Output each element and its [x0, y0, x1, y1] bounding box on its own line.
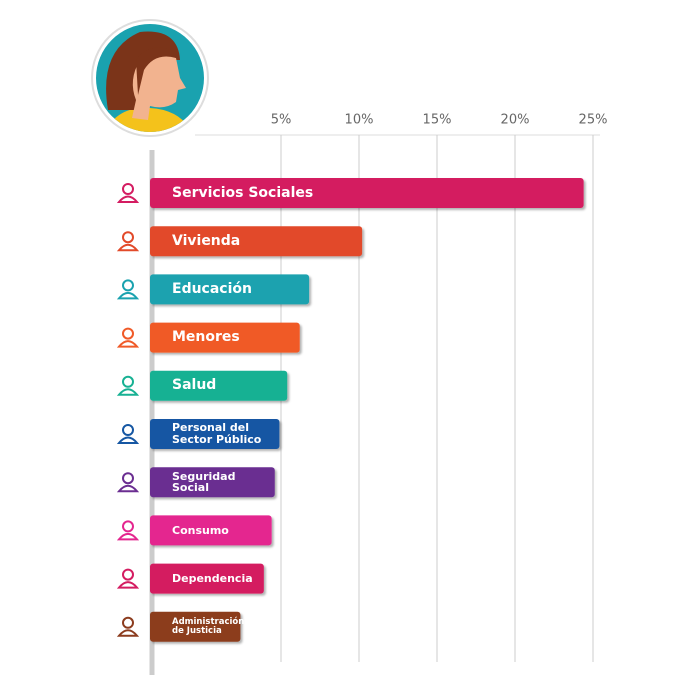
- icon-shape: [116, 581, 140, 589]
- x-tick-label: 25%: [579, 113, 608, 128]
- category-icon: [116, 327, 140, 348]
- bar: [150, 563, 264, 594]
- avatar: [91, 19, 209, 137]
- bar: [150, 226, 363, 257]
- bar: [150, 274, 310, 305]
- x-tick-label: 5%: [271, 113, 292, 128]
- category-icon: [116, 472, 140, 493]
- icon-shape: [122, 472, 134, 485]
- category-icon: [116, 231, 140, 252]
- icon-shape: [122, 327, 134, 340]
- icon-shape: [116, 243, 140, 252]
- icon-shape: [122, 375, 134, 388]
- category-icon: [116, 183, 140, 203]
- bar-label: Menores: [172, 329, 240, 346]
- icon-shape: [122, 279, 134, 292]
- icon-shape: [122, 231, 134, 244]
- icon-shape: [116, 195, 140, 203]
- category-icon: [116, 616, 140, 637]
- bar: [150, 419, 280, 449]
- icon-shape: [122, 616, 134, 629]
- icon-shape: [122, 183, 134, 195]
- x-tick-label: 20%: [501, 113, 530, 128]
- icon-shape: [116, 629, 140, 637]
- category-icon: [116, 520, 140, 541]
- icon-shape: [116, 291, 140, 300]
- icon-shape: [116, 436, 140, 444]
- category-icon: [116, 424, 140, 444]
- x-tick-label: 10%: [345, 113, 374, 128]
- bar: [150, 515, 272, 546]
- icon-shape: [116, 388, 140, 396]
- bar-label: Administración de Justicia: [172, 616, 245, 636]
- bar-label: Educación: [172, 281, 252, 298]
- bar: [150, 370, 288, 401]
- bar-label: Personal del Sector Público: [172, 421, 262, 446]
- icon-shape: [122, 424, 134, 436]
- bar-label: Consumo: [172, 523, 229, 537]
- bar-label: Seguridad Social: [172, 469, 236, 495]
- icon-shape: [116, 484, 140, 493]
- category-icon: [116, 279, 140, 300]
- bar-label: Vivienda: [172, 232, 241, 249]
- bar-label: Salud: [172, 377, 217, 394]
- bar: [150, 611, 241, 642]
- category-icon: [116, 568, 140, 589]
- icon-shape: [122, 520, 134, 533]
- icon-shape: [116, 532, 140, 541]
- bar: [150, 322, 300, 353]
- bar-label: Dependencia: [172, 571, 253, 585]
- x-tick-label: 15%: [423, 113, 452, 128]
- bar-label: Servicios Sociales: [172, 184, 314, 201]
- bar: [150, 178, 584, 208]
- category-icon: [116, 375, 140, 396]
- icon-shape: [116, 340, 140, 348]
- bar: [150, 467, 275, 498]
- icon-shape: [122, 568, 134, 581]
